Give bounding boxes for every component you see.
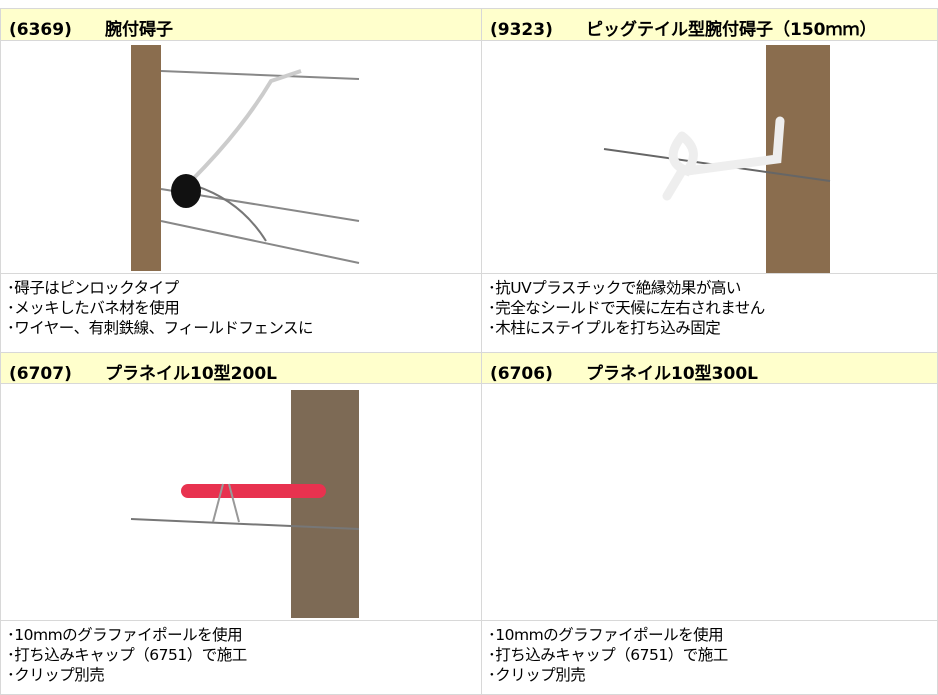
product-header: (9323) ピッグテイル型腕付碍子（150ｍｍ） xyxy=(481,8,938,41)
product-header: (6706) プラネイル10型300L xyxy=(481,352,938,384)
feature: ･打ち込みキャップ（6751）で施工 xyxy=(7,646,247,664)
product-code: (9323) xyxy=(490,20,553,40)
product-description: ･碍子はピンロックタイプ ･メッキしたバネ材を使用 ･ワイヤー、有刺鉄線、フィー… xyxy=(0,273,482,353)
product-image xyxy=(0,40,482,274)
insulator-illustration xyxy=(130,390,360,618)
feature: ･木柱にステイプルを打ち込み固定 xyxy=(488,319,721,337)
feature: ･ワイヤー、有刺鉄線、フィールドフェンスに xyxy=(7,319,314,337)
product-name: 腕付碍子 xyxy=(105,20,173,40)
product-code: (6369) xyxy=(9,20,72,40)
insulator-illustration xyxy=(603,45,831,273)
product-image xyxy=(481,383,938,621)
product-description: ･10mmのグラファイポールを使用 ･打ち込みキャップ（6751）で施工 ･クリ… xyxy=(481,620,938,695)
product-image xyxy=(481,40,938,274)
feature: ･クリップ別売 xyxy=(488,666,586,684)
feature: ･碍子はピンロックタイプ xyxy=(7,279,179,297)
product-header: (6707) プラネイル10型200L xyxy=(0,352,482,384)
feature: ･打ち込みキャップ（6751）で施工 xyxy=(488,646,728,664)
feature: ･クリップ別売 xyxy=(7,666,105,684)
product-image xyxy=(0,383,482,621)
product-code: (6707) xyxy=(9,364,72,384)
product-name: ピッグテイル型腕付碍子（150ｍｍ） xyxy=(586,20,877,40)
product-name: プラネイル10型300L xyxy=(586,364,758,384)
feature: ･メッキしたバネ材を使用 xyxy=(7,299,180,317)
product-description: ･抗UVプラスチックで絶縁効果が高い ･完全なシールドで天候に左右されません ･… xyxy=(481,273,938,353)
feature: ･抗UVプラスチックで絶縁効果が高い xyxy=(488,279,741,297)
feature: ･10mmのグラファイポールを使用 xyxy=(7,626,243,644)
insulator-illustration xyxy=(131,45,360,271)
product-name: プラネイル10型200L xyxy=(105,364,277,384)
feature: ･10mmのグラファイポールを使用 xyxy=(488,626,724,644)
product-code: (6706) xyxy=(490,364,553,384)
product-description: ･10mmのグラファイポールを使用 ･打ち込みキャップ（6751）で施工 ･クリ… xyxy=(0,620,482,695)
feature: ･完全なシールドで天候に左右されません xyxy=(488,299,765,317)
product-header: (6369) 腕付碍子 xyxy=(0,8,482,41)
